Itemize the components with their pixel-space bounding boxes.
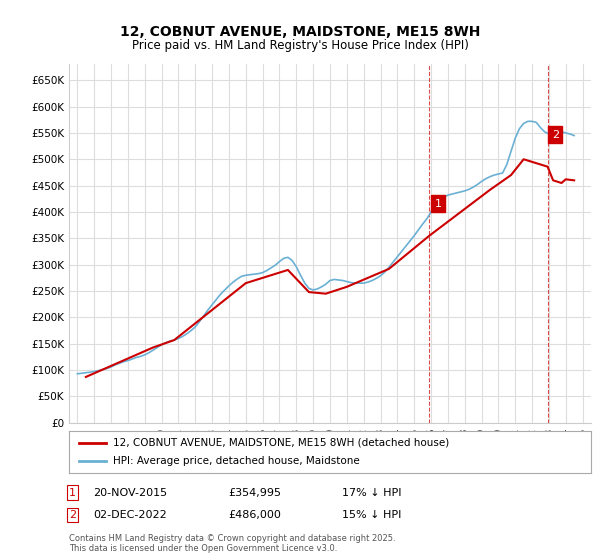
Text: £486,000: £486,000 [228,510,281,520]
Text: 15% ↓ HPI: 15% ↓ HPI [342,510,401,520]
Text: Price paid vs. HM Land Registry's House Price Index (HPI): Price paid vs. HM Land Registry's House … [131,39,469,52]
Text: £354,995: £354,995 [228,488,281,498]
Text: 1: 1 [434,199,442,209]
Text: 2: 2 [69,510,76,520]
Text: 2: 2 [552,130,559,139]
Text: 20-NOV-2015: 20-NOV-2015 [93,488,167,498]
Text: 12, COBNUT AVENUE, MAIDSTONE, ME15 8WH (detached house): 12, COBNUT AVENUE, MAIDSTONE, ME15 8WH (… [113,438,449,448]
Text: Contains HM Land Registry data © Crown copyright and database right 2025.
This d: Contains HM Land Registry data © Crown c… [69,534,395,553]
Text: 1: 1 [69,488,76,498]
Text: 17% ↓ HPI: 17% ↓ HPI [342,488,401,498]
Text: 02-DEC-2022: 02-DEC-2022 [93,510,167,520]
Text: HPI: Average price, detached house, Maidstone: HPI: Average price, detached house, Maid… [113,456,360,466]
Text: 12, COBNUT AVENUE, MAIDSTONE, ME15 8WH: 12, COBNUT AVENUE, MAIDSTONE, ME15 8WH [120,25,480,39]
